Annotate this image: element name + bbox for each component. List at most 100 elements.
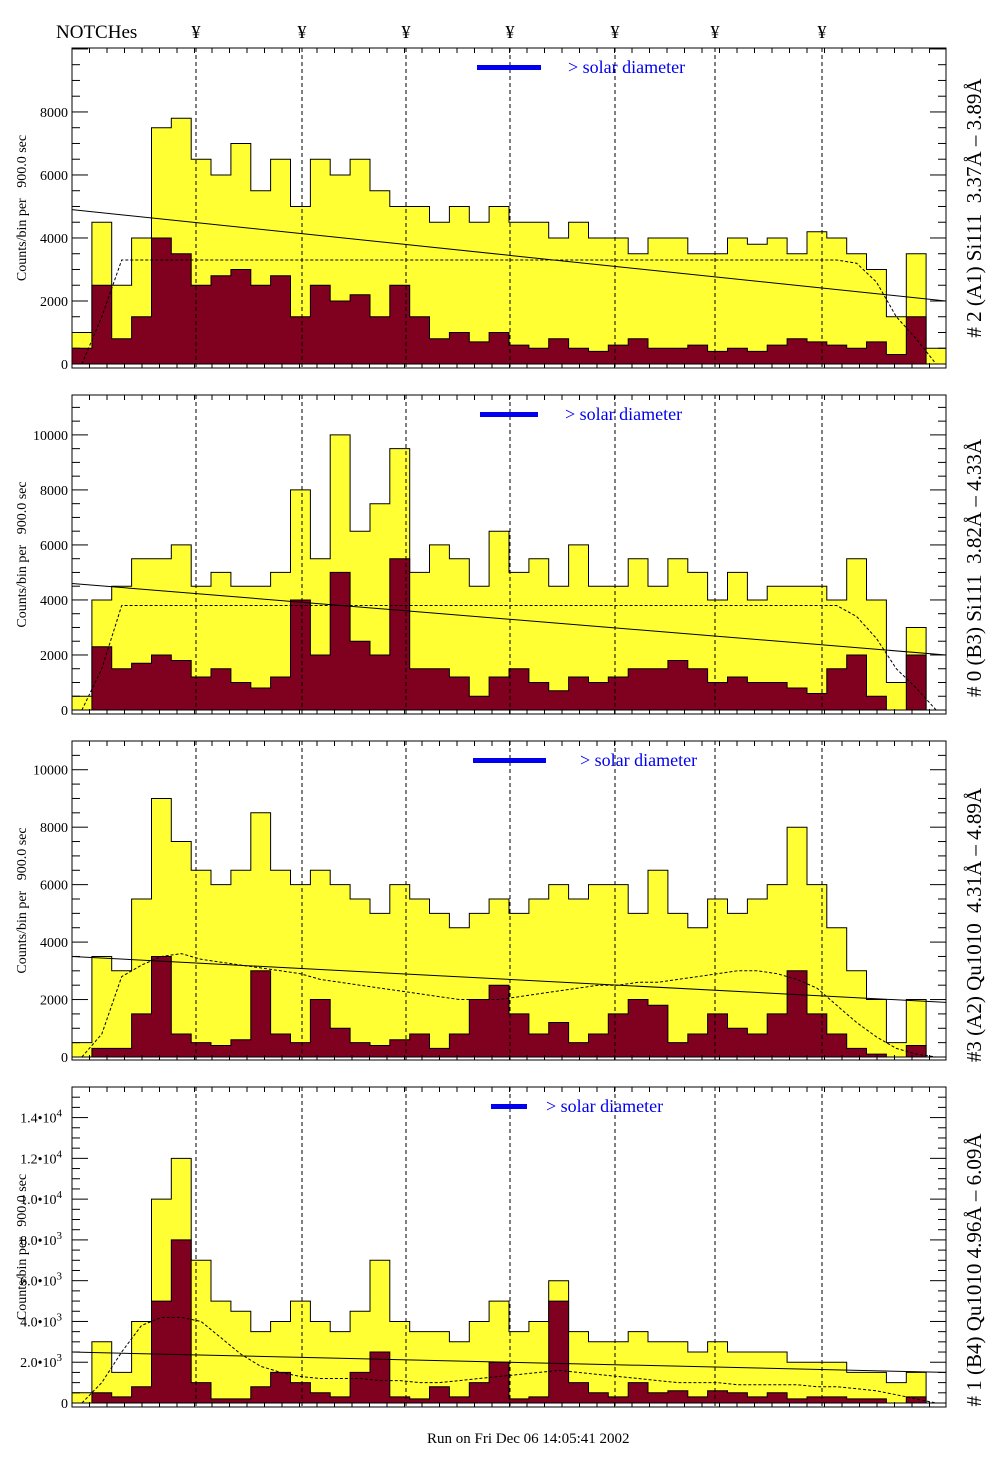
y-tick-label: 6000 bbox=[40, 879, 68, 894]
panel-3: 02.0•1034.0•1036.0•1038.0•1031.0•1041.2•… bbox=[15, 1086, 986, 1412]
dashed-fit-line bbox=[81, 953, 937, 1058]
legend-label: > solar diameter bbox=[565, 404, 682, 424]
panel-title: #3 (A2) Qu1010 4.31Å – 4.89Å bbox=[962, 787, 986, 1062]
y-tick-exponent: 3 bbox=[57, 1230, 63, 1242]
notch-symbol: ¥ bbox=[818, 22, 827, 42]
y-tick-exponent: 3 bbox=[57, 1271, 63, 1283]
y-tick-label: 4000 bbox=[40, 232, 68, 247]
y-tick-exponent: 4 bbox=[57, 1148, 63, 1160]
panel-1: 0 2000 4000 6000 8000 10000 Counts/bin per 900… bbox=[15, 394, 986, 719]
y-tick-label: 1.0•104 bbox=[20, 1189, 62, 1208]
y-tick-label: 10000 bbox=[33, 764, 68, 779]
y-tick-label: 6000 bbox=[40, 169, 68, 184]
y-tick-label: 0 bbox=[61, 1397, 68, 1412]
y-tick-mantissa: 8000 bbox=[40, 484, 68, 499]
y-tick-mantissa: 6000 bbox=[40, 539, 68, 554]
legend-label: > solar diameter bbox=[568, 57, 685, 77]
panel-title: # 1 (B4) Qu1010 4.96Å – 6.09Å bbox=[962, 1133, 986, 1407]
notch-symbol: ¥ bbox=[298, 22, 307, 42]
y-tick-mantissa: 0 bbox=[61, 1051, 68, 1066]
panel-title: # 0 (B3) Si111 3.82Å – 4.33Å bbox=[962, 438, 986, 697]
y-tick-label: 0 bbox=[61, 358, 68, 373]
panel-2: 0 2000 4000 6000 8000 10000 Counts/bin per 900… bbox=[15, 740, 986, 1066]
y-tick-label: 2000 bbox=[40, 295, 68, 310]
y-tick-label: 8000 bbox=[40, 821, 68, 836]
y-tick-label: 4000 bbox=[40, 936, 68, 951]
notches-label: NOTCHes bbox=[56, 22, 137, 43]
total-histogram bbox=[71, 798, 946, 1058]
y-tick-mantissa: 6.0•10 bbox=[20, 1275, 56, 1290]
y-tick-mantissa: 6000 bbox=[40, 879, 68, 894]
y-tick-mantissa: 2000 bbox=[40, 994, 68, 1009]
y-tick-mantissa: 0 bbox=[61, 704, 68, 719]
notch-symbol: ¥ bbox=[192, 22, 201, 42]
subset-histogram bbox=[71, 237, 946, 365]
subset-histogram bbox=[72, 558, 946, 711]
y-tick-exponent: 3 bbox=[57, 1352, 63, 1364]
subset-histogram bbox=[72, 1239, 946, 1404]
y-tick-mantissa: 8000 bbox=[40, 821, 68, 836]
y-tick-label: 10000 bbox=[33, 429, 68, 444]
y-tick-label: 4000 bbox=[40, 594, 68, 609]
panel-0: 0 2000 4000 6000 8000 Counts/bin per 900.0 se… bbox=[15, 47, 986, 373]
legend-swatch bbox=[480, 412, 538, 417]
y-axis-label: Counts/bin per 900.0 sec bbox=[15, 481, 30, 627]
y-tick-label: 6000 bbox=[40, 539, 68, 554]
solid-fit-line bbox=[71, 209, 947, 302]
legend-swatch bbox=[477, 65, 541, 70]
panel-title: # 2 (A1) Si111 3.37Å – 3.89Å bbox=[962, 78, 986, 338]
y-tick-exponent: 3 bbox=[57, 1311, 63, 1323]
y-tick-mantissa: 0 bbox=[61, 358, 68, 373]
y-tick-label: 8000 bbox=[40, 484, 68, 499]
y-tick-mantissa: 4000 bbox=[40, 936, 68, 951]
y-tick-label: 6.0•103 bbox=[20, 1271, 62, 1290]
y-tick-mantissa: 1.0•10 bbox=[20, 1193, 56, 1208]
y-tick-label: 4.0•103 bbox=[20, 1311, 62, 1330]
solid-fit-line bbox=[71, 582, 947, 656]
y-tick-label: 2.0•103 bbox=[20, 1352, 62, 1371]
y-tick-mantissa: 1.4•10 bbox=[20, 1112, 56, 1127]
legend-swatch bbox=[491, 1104, 527, 1109]
dashed-fit-line bbox=[81, 1316, 937, 1404]
y-tick-mantissa: 4000 bbox=[40, 594, 68, 609]
run-timestamp: Run on Fri Dec 06 14:05:41 2002 bbox=[427, 1431, 630, 1447]
total-histogram bbox=[71, 1157, 946, 1404]
notch-symbol: ¥ bbox=[711, 22, 720, 42]
y-tick-mantissa: 8.0•10 bbox=[20, 1234, 56, 1249]
notch-symbol: ¥ bbox=[402, 22, 411, 42]
y-tick-mantissa: 0 bbox=[61, 1397, 68, 1412]
y-tick-mantissa: 10000 bbox=[33, 429, 68, 444]
y-tick-exponent: 4 bbox=[57, 1108, 63, 1120]
y-tick-mantissa: 6000 bbox=[40, 169, 68, 184]
y-tick-label: 1.4•104 bbox=[20, 1108, 62, 1127]
y-tick-mantissa: 4000 bbox=[40, 232, 68, 247]
y-tick-label: 8.0•103 bbox=[20, 1230, 62, 1249]
y-tick-label: 0 bbox=[61, 704, 68, 719]
legend-label: > solar diameter bbox=[580, 750, 697, 770]
solid-fit-line bbox=[71, 955, 947, 1003]
y-tick-exponent: 4 bbox=[57, 1189, 63, 1201]
y-tick-label: 2000 bbox=[40, 994, 68, 1009]
y-axis-label: Counts/bin per 900.0 sec bbox=[15, 135, 30, 281]
y-axis-label: Counts/bin per 900.0 sec bbox=[15, 1174, 30, 1320]
y-tick-mantissa: 8000 bbox=[40, 106, 68, 121]
y-tick-label: 8000 bbox=[40, 106, 68, 121]
y-tick-mantissa: 2.0•10 bbox=[20, 1356, 56, 1371]
subset-histogram bbox=[72, 956, 946, 1058]
notch-symbol: ¥ bbox=[506, 22, 515, 42]
y-tick-label: 2000 bbox=[40, 649, 68, 664]
y-axis-label: Counts/bin per 900.0 sec bbox=[15, 827, 30, 973]
solid-fit-line bbox=[71, 1351, 947, 1373]
y-tick-mantissa: 2000 bbox=[40, 295, 68, 310]
notch-symbols: ¥ ¥ ¥ ¥ ¥ ¥ ¥ bbox=[192, 22, 827, 42]
y-tick-mantissa: 4.0•10 bbox=[20, 1315, 56, 1330]
y-tick-mantissa: 10000 bbox=[33, 764, 68, 779]
y-tick-label: 0 bbox=[61, 1051, 68, 1066]
y-tick-label: 1.2•104 bbox=[20, 1148, 62, 1167]
y-tick-mantissa: 1.2•10 bbox=[20, 1152, 56, 1167]
notch-symbol: ¥ bbox=[611, 22, 620, 42]
y-tick-mantissa: 2000 bbox=[40, 649, 68, 664]
legend-swatch bbox=[473, 758, 546, 763]
